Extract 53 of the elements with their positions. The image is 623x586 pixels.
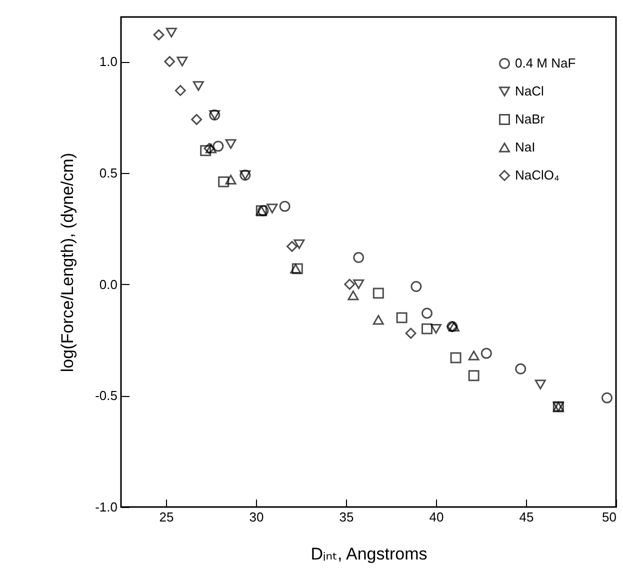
- point: [353, 252, 364, 264]
- x-axis-title: Dᵢₙₜ, Angstroms: [310, 544, 428, 564]
- point: [410, 281, 422, 292]
- y-tick-label: 1.0: [99, 54, 118, 70]
- y-axis-title: log(Force/Length), (dyne/cm): [58, 152, 78, 372]
- point: [353, 279, 364, 290]
- point: [225, 174, 236, 184]
- point: [405, 328, 416, 339]
- x-tick-label: 25: [159, 510, 174, 524]
- point: [166, 28, 177, 38]
- y-tick-label: 0.0: [99, 276, 118, 292]
- point: [153, 29, 164, 40]
- point: [372, 315, 384, 325]
- point: [286, 240, 298, 252]
- point: [515, 363, 526, 374]
- point: [396, 312, 408, 324]
- legend-label: NaClO₄: [515, 168, 560, 182]
- point: [344, 278, 356, 290]
- point: [480, 348, 492, 359]
- legend-label: 0.4 M NaF: [515, 56, 576, 70]
- x-tick-label: 40: [429, 510, 444, 524]
- x-tick-label: 30: [249, 510, 264, 524]
- legend-label: NaCl: [515, 84, 544, 98]
- point: [422, 308, 432, 319]
- point: [468, 350, 480, 360]
- point: [176, 56, 188, 66]
- point: [534, 380, 546, 390]
- x-tick-label: 45: [519, 510, 534, 524]
- legend-label: NaBr: [515, 112, 546, 126]
- x-tick-label: 50: [602, 510, 616, 524]
- point: [192, 81, 204, 91]
- y-tick-label: 0.5: [99, 165, 118, 180]
- point: [200, 145, 212, 156]
- point: [422, 323, 432, 334]
- legend-label: NaI: [515, 140, 536, 154]
- point: [348, 290, 359, 300]
- point: [174, 85, 186, 96]
- point: [266, 204, 278, 214]
- point: [279, 200, 290, 212]
- x-tick-label: 35: [339, 510, 354, 524]
- point: [430, 324, 442, 334]
- point: [602, 392, 612, 404]
- point: [294, 239, 305, 250]
- point: [218, 176, 230, 188]
- point: [450, 352, 462, 364]
- y-tick-label: -1.0: [95, 500, 118, 514]
- point: [468, 370, 480, 382]
- point: [212, 140, 224, 152]
- point: [225, 139, 236, 149]
- point: [191, 114, 202, 125]
- point: [372, 288, 384, 299]
- point: [164, 56, 176, 68]
- y-tick-label: -0.5: [95, 388, 118, 404]
